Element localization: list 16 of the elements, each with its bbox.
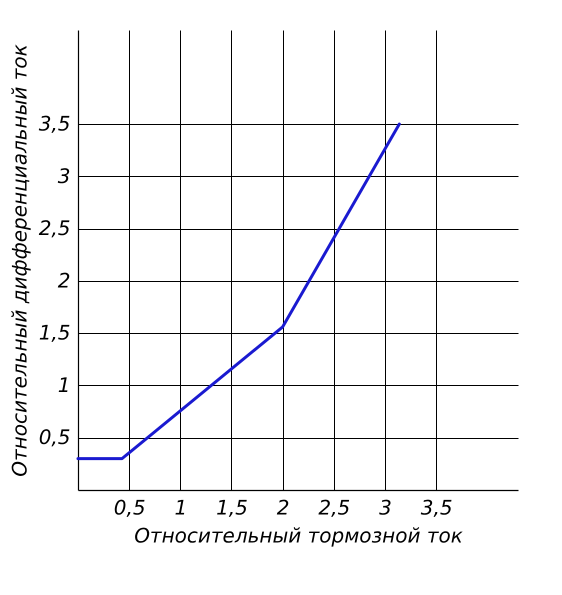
x-tick-label: 2,5 [318, 496, 350, 520]
x-tick-label: 3 [379, 496, 392, 520]
y-tick-label: 1,5 [38, 320, 70, 345]
x-tick-label: 1,5 [216, 496, 248, 520]
x-tick-label: 1 [174, 496, 188, 520]
x-axis-title: Относительный тормозной ток [134, 524, 463, 548]
y-tick-label: 3,5 [38, 112, 70, 136]
y-tick-label: 1 [58, 372, 70, 397]
x-tick-label: 3,5 [420, 496, 453, 520]
x-tick-label: 0,5 [114, 496, 146, 520]
y-tick-label: 0,5 [38, 425, 70, 450]
y-axis-title: Относительный дифференциальный ток [8, 44, 32, 477]
y-tick-label: 3 [58, 164, 70, 188]
y-tick-label: 2,5 [38, 216, 70, 240]
x-tick-label: 2 [276, 496, 290, 520]
y-tick-label: 2 [58, 268, 70, 292]
